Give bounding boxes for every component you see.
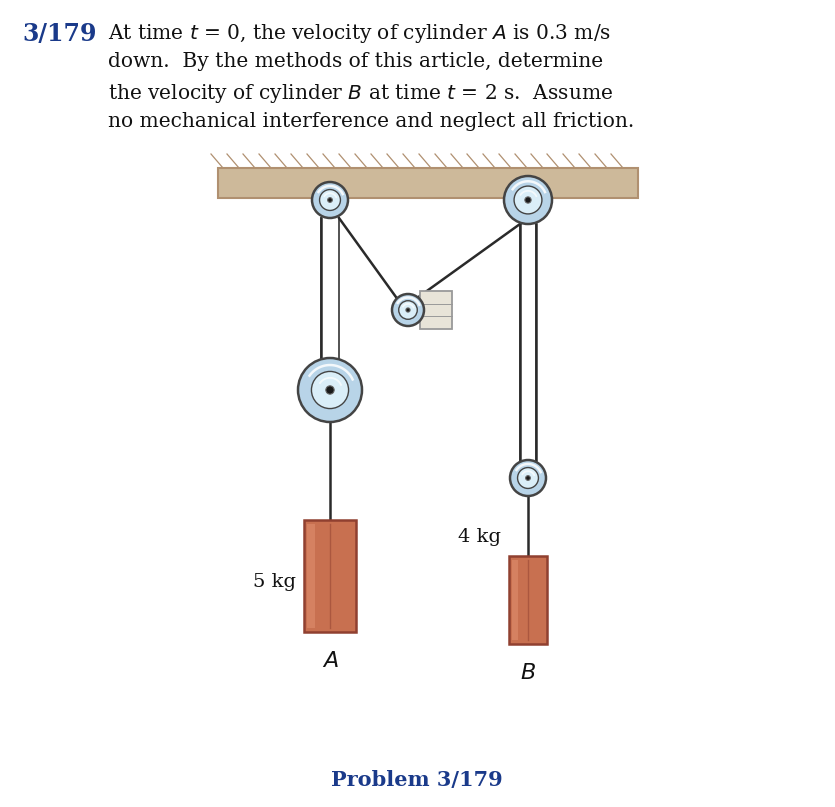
Bar bbox=[420, 291, 452, 329]
Text: 3/179: 3/179 bbox=[22, 22, 97, 46]
Circle shape bbox=[525, 197, 531, 203]
Text: Problem 3/179: Problem 3/179 bbox=[331, 770, 503, 790]
Circle shape bbox=[526, 475, 530, 480]
Circle shape bbox=[327, 198, 332, 203]
Circle shape bbox=[399, 301, 418, 320]
Bar bbox=[218, 168, 638, 198]
Circle shape bbox=[406, 308, 410, 312]
Text: down.  By the methods of this article, determine: down. By the methods of this article, de… bbox=[108, 52, 603, 71]
Circle shape bbox=[510, 460, 546, 496]
Bar bbox=[509, 556, 547, 644]
Circle shape bbox=[514, 186, 542, 214]
Bar bbox=[512, 560, 518, 640]
Text: the velocity of cylinder $B$ at time $t$ = 2 s.  Assume: the velocity of cylinder $B$ at time $t$… bbox=[108, 82, 613, 105]
Text: no mechanical interference and neglect all friction.: no mechanical interference and neglect a… bbox=[108, 112, 635, 131]
Circle shape bbox=[312, 182, 348, 218]
Text: $B$: $B$ bbox=[520, 662, 536, 684]
Circle shape bbox=[518, 467, 539, 488]
Text: $A$: $A$ bbox=[321, 650, 338, 672]
Circle shape bbox=[298, 358, 362, 422]
Text: At time $t$ = 0, the velocity of cylinder $A$ is 0.3 m/s: At time $t$ = 0, the velocity of cylinde… bbox=[108, 22, 611, 45]
Text: 4 kg: 4 kg bbox=[458, 528, 501, 546]
Bar bbox=[304, 520, 356, 632]
Bar bbox=[307, 524, 315, 628]
Text: 5 kg: 5 kg bbox=[253, 573, 296, 591]
Circle shape bbox=[326, 386, 334, 394]
Circle shape bbox=[392, 294, 424, 326]
Circle shape bbox=[311, 371, 348, 408]
Circle shape bbox=[504, 176, 552, 224]
Circle shape bbox=[320, 190, 341, 211]
